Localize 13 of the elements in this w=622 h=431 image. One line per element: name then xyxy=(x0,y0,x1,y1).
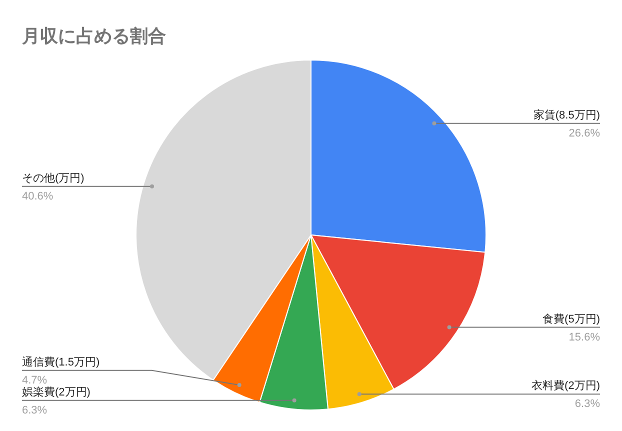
chart-title: 月収に占める割合 xyxy=(21,26,166,46)
data-label: 26.6% xyxy=(568,127,600,140)
data-label: 6.3% xyxy=(22,404,48,416)
slice-label: 娯楽費(2万円) xyxy=(22,385,90,398)
slice-label: その他(万円) xyxy=(22,172,84,184)
data-label: 40.6% xyxy=(22,190,54,202)
data-label: 6.3% xyxy=(574,398,600,410)
slice-label: 食費(5万円) xyxy=(542,312,600,326)
data-label: 15.6% xyxy=(568,331,600,344)
slice-label: 衣料費(2万円) xyxy=(532,379,600,392)
data-label: 4.7% xyxy=(22,374,48,386)
slice-label: 家賃(8.5万円) xyxy=(533,108,600,122)
slice-label: 通信費(1.5万円) xyxy=(22,355,100,368)
